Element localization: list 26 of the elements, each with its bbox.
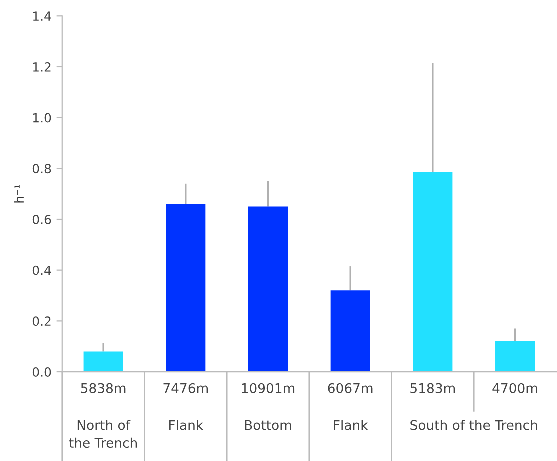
y-tick-label: 0.4	[32, 266, 52, 276]
y-axis-title: h⁻¹	[14, 185, 24, 203]
text: North of the Trench	[69, 420, 138, 448]
text: Flank	[334, 420, 368, 430]
text: Flank	[170, 420, 204, 430]
bar	[84, 352, 124, 372]
bar	[330, 290, 370, 372]
x-tick-label: 6067m	[328, 383, 373, 394]
x-tick-label: 5183m	[410, 383, 456, 394]
x-tick-label: 7476m	[164, 383, 208, 394]
bar	[166, 204, 206, 372]
bar	[413, 172, 453, 372]
y-tick-label: 0.0	[32, 368, 52, 377]
x-tick-label: 10901m	[242, 383, 295, 394]
bar	[496, 342, 536, 372]
text: Bottom	[245, 420, 292, 430]
y-tick-label: 1.4	[33, 12, 52, 21]
y-tick-label: 1.2	[33, 62, 51, 72]
bar	[248, 206, 288, 372]
x-tick-label: 4700m	[492, 383, 538, 394]
y-tick-label: 0.6	[32, 214, 52, 224]
y-tick-label: 1.0	[33, 113, 52, 123]
y-tick-label: 0.2	[32, 316, 51, 326]
text: South of the Trench	[410, 420, 538, 430]
x-tick-label: 5838m	[81, 383, 126, 394]
y-tick-label: 0.8	[32, 164, 52, 174]
